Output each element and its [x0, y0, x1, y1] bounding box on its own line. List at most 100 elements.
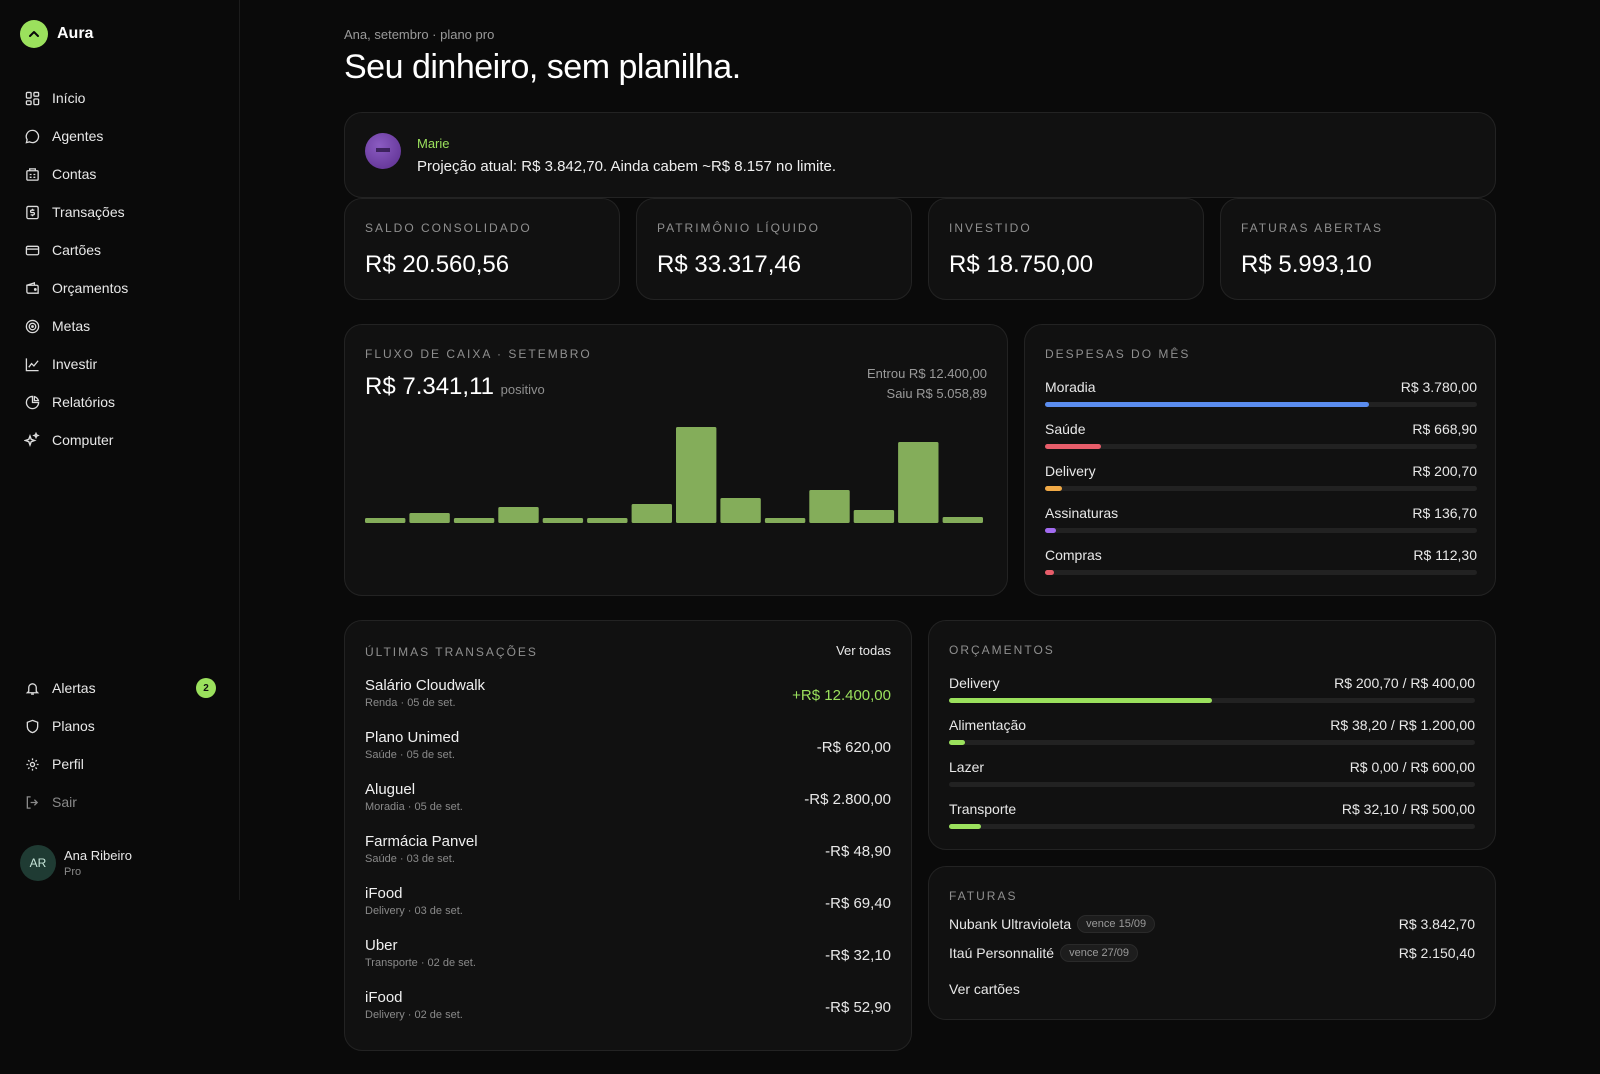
kpi-value: R$ 33.317,46 — [657, 251, 802, 278]
nav-item-transacoes[interactable]: Transações — [24, 193, 220, 231]
brand[interactable]: Aura — [20, 20, 93, 48]
invoices-card: Faturas Nubank Ultravioleta vence 15/09 … — [928, 866, 1496, 1020]
progress-track — [1045, 402, 1477, 407]
kpi-card-patrimonio: Patrimônio líquido R$ 33.317,46 — [636, 198, 912, 300]
wallet-icon — [24, 280, 40, 296]
nav-item-orcamentos[interactable]: Orçamentos — [24, 269, 220, 307]
progress-track — [949, 740, 1475, 745]
invoice-amount: R$ 2.150,40 — [1398, 945, 1475, 961]
progress-row: Delivery R$ 200,70 — [1045, 463, 1477, 505]
credit-card-icon — [24, 242, 40, 258]
nav-label: Orçamentos — [52, 280, 129, 296]
cashflow-in-out: Entrou R$ 12.400,00 Saiu R$ 5.058,89 — [867, 364, 987, 404]
grid-icon — [24, 90, 40, 106]
cashflow-bar — [631, 504, 672, 523]
cashflow-total: R$ 7.341,11 positivo — [365, 373, 545, 401]
nav-item-planos[interactable]: Planos — [24, 707, 216, 745]
progress-track — [949, 824, 1475, 829]
progress-fill — [1045, 444, 1102, 449]
avatar: AR — [20, 845, 56, 881]
progress-value: R$ 112,30 — [1413, 547, 1477, 563]
transaction-row[interactable]: Plano Unimed Saúde · 05 de set. -R$ 620,00 — [365, 729, 891, 781]
kpi-card-investido: Investido R$ 18.750,00 — [928, 198, 1204, 300]
progress-row-head: Alimentação R$ 38,20 / R$ 1.200,00 — [949, 717, 1475, 733]
chat-icon — [24, 128, 40, 144]
progress-value: R$ 32,10 / R$ 500,00 — [1341, 801, 1475, 817]
transaction-amount: -R$ 2.800,00 — [804, 791, 891, 808]
progress-row: Compras R$ 112,30 — [1045, 547, 1477, 589]
nav-label: Sair — [52, 794, 77, 810]
cashflow-bar-chart — [365, 427, 983, 523]
nav-item-relatorios[interactable]: Relatórios — [24, 383, 220, 421]
agent-message-card[interactable]: Marie Projeção atual: R$ 3.842,70. Ainda… — [344, 112, 1496, 198]
invoice-row[interactable]: Nubank Ultravioleta vence 15/09 R$ 3.842… — [949, 915, 1475, 933]
transaction-row[interactable]: Farmácia Panvel Saúde · 03 de set. -R$ 48,… — [365, 833, 891, 885]
progress-row: Delivery R$ 200,70 / R$ 400,00 — [949, 675, 1475, 717]
nav-item-investir[interactable]: Investir — [24, 345, 220, 383]
transaction-row[interactable]: Uber Transporte · 02 de set. -R$ 32,10 — [365, 937, 891, 989]
progress-fill — [949, 698, 1212, 703]
transaction-amount: -R$ 32,10 — [825, 947, 891, 964]
progress-value: R$ 668,90 — [1412, 421, 1477, 437]
cashflow-total-note: positivo — [500, 382, 545, 397]
budgets-card: Orçamentos Delivery R$ 200,70 / R$ 400,00… — [928, 620, 1496, 850]
nav-item-agentes[interactable]: Agentes — [24, 117, 220, 155]
transaction-meta: Saúde · 03 de set. — [365, 853, 455, 865]
gear-icon — [24, 756, 40, 772]
transaction-meta: Transporte · 02 de set. — [365, 957, 476, 969]
progress-row: Alimentação R$ 38,20 / R$ 1.200,00 — [949, 717, 1475, 759]
user-profile[interactable]: AR Ana Ribeiro Pro — [20, 845, 132, 881]
progress-value: R$ 38,20 / R$ 1.200,00 — [1330, 717, 1475, 733]
progress-name: Compras — [1045, 547, 1102, 563]
budgets-list: Delivery R$ 200,70 / R$ 400,00 Alimentação… — [949, 675, 1475, 843]
transactions-card: Últimas transações Ver todas Salário Clo… — [344, 620, 912, 1051]
logo-icon — [20, 20, 48, 48]
see-cards-link[interactable]: Ver cartões — [949, 981, 1020, 997]
alerts-count-badge: 2 — [196, 678, 216, 698]
see-all-link[interactable]: Ver todas — [836, 643, 891, 658]
cashflow-bar — [764, 518, 806, 523]
cashflow-bar — [853, 510, 895, 523]
progress-row: Assinaturas R$ 136,70 — [1045, 505, 1477, 547]
transaction-row[interactable]: Salário Cloudwalk Renda · 05 de set. +R$ 1… — [365, 677, 891, 729]
kpi-label: Saldo consolidado — [365, 221, 532, 235]
nav-item-computer[interactable]: Computer — [24, 421, 220, 459]
progress-name: Delivery — [1045, 463, 1096, 479]
cashflow-bar — [498, 507, 539, 523]
progress-value: R$ 3.780,00 — [1400, 379, 1477, 395]
progress-track — [1045, 486, 1477, 491]
nav-item-alertas[interactable]: Alertas 2 — [24, 669, 216, 707]
progress-track — [1045, 444, 1477, 449]
progress-fill — [1045, 486, 1063, 491]
nav-item-sair[interactable]: Sair — [24, 783, 216, 821]
cashflow-bar — [542, 518, 584, 523]
transaction-row[interactable]: iFood Delivery · 02 de set. -R$ 52,90 — [365, 989, 891, 1041]
invoice-amount: R$ 3.842,70 — [1398, 916, 1475, 932]
cashflow-bar — [409, 513, 450, 523]
nav-item-cartoes[interactable]: Cartões — [24, 231, 220, 269]
progress-fill — [949, 824, 981, 829]
agent-name: Marie — [417, 136, 450, 151]
progress-name: Saúde — [1045, 421, 1086, 437]
cashflow-total-value: R$ 7.341,11 — [365, 373, 494, 400]
invoice-row[interactable]: Itaú Personnalité vence 27/09 R$ 2.150,4… — [949, 944, 1475, 962]
expenses-list: Moradia R$ 3.780,00 Saúde R$ 668,90 Delivery… — [1045, 379, 1477, 589]
transaction-name: iFood — [365, 989, 403, 1006]
nav-item-inicio[interactable]: Início — [24, 79, 220, 117]
nav-item-contas[interactable]: Contas — [24, 155, 220, 193]
nav-label: Transações — [52, 204, 125, 220]
secondary-nav: Alertas 2 Planos Perfil Sair — [24, 669, 216, 821]
progress-row-head: Moradia R$ 3.780,00 — [1045, 379, 1477, 395]
pie-chart-icon — [24, 394, 40, 410]
nav-label: Computer — [52, 432, 114, 448]
transaction-row[interactable]: Aluguel Moradia · 05 de set. -R$ 2.800,00 — [365, 781, 891, 833]
progress-track — [949, 698, 1475, 703]
nav-item-perfil[interactable]: Perfil — [24, 745, 216, 783]
nav-label: Contas — [52, 166, 97, 182]
progress-value: R$ 200,70 / R$ 400,00 — [1334, 675, 1475, 691]
kpi-label: Investido — [949, 221, 1032, 235]
transaction-row[interactable]: iFood Delivery · 03 de set. -R$ 69,40 — [365, 885, 891, 937]
cashflow-bar — [587, 518, 628, 523]
cashflow-out: Saiu R$ 5.058,89 — [886, 386, 987, 401]
nav-item-metas[interactable]: Metas — [24, 307, 220, 345]
